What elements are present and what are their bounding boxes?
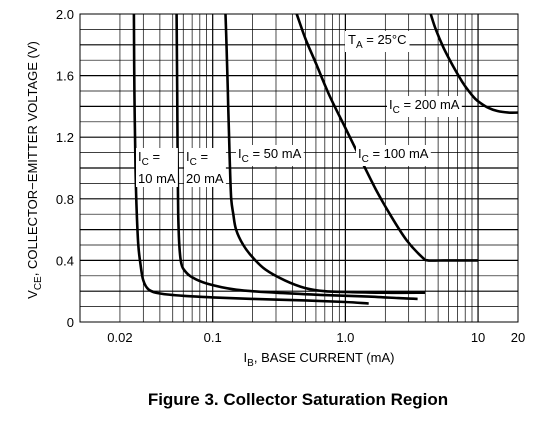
series-label-200ma: IC = 200 mA	[387, 96, 462, 117]
label-backing	[387, 96, 462, 117]
curve-ic-10ma	[132, 13, 369, 305]
temperature-label: TA = 25°C	[348, 32, 407, 51]
label-backing	[345, 31, 410, 52]
curve-ic-50ma	[224, 13, 426, 295]
plot-frame	[79, 13, 519, 323]
curve-ic-200ma	[429, 13, 519, 114]
series-label-20ma: IC = 20 mA	[184, 148, 226, 187]
series-label-line: 10 mA	[138, 171, 176, 186]
temperature-annotation: TA = 25°C	[345, 31, 410, 52]
series-label-line: IC = 200 mA	[389, 97, 460, 116]
label-backing	[136, 148, 178, 187]
series-label-line: 20 mA	[186, 171, 224, 186]
y-tick-label: 0	[67, 315, 74, 330]
series-label-line: IC = 50 mA	[238, 146, 302, 165]
series-labels: IC = 10 mA IC = 20 mA IC = 50 mA IC = 100 mA I…	[136, 96, 462, 187]
y-tick-label: 1.2	[56, 130, 74, 145]
data-curves	[132, 13, 519, 305]
x-tick-label: 10	[471, 330, 485, 345]
y-tick-label: 0.4	[56, 253, 74, 268]
y-axis-title: VCE, COLLECTOR−EMITTER VOLTAGE (V)	[25, 41, 44, 299]
y-tick-label: 0.8	[56, 192, 74, 207]
axis-titles: IB, BASE CURRENT (mA) VCE, COLLECTOR−EMIT…	[25, 41, 394, 369]
tick-labels: 0.02 0.1 1.0 10 20 0 0.4 0.8 1.2 1.6 2.0	[56, 7, 525, 345]
y-tick-label: 2.0	[56, 7, 74, 22]
series-label-10ma: IC = 10 mA	[136, 148, 178, 187]
x-tick-label: 0.02	[107, 330, 132, 345]
x-axis-title: IB, BASE CURRENT (mA)	[244, 350, 395, 369]
x-tick-label: 20	[511, 330, 525, 345]
x-tick-label: 1.0	[336, 330, 354, 345]
y-tick-label: 1.6	[56, 69, 74, 84]
label-backing	[236, 145, 304, 166]
series-label-50ma: IC = 50 mA	[236, 145, 304, 166]
series-label-line: IC = 100 mA	[358, 146, 429, 165]
figure-caption: Figure 3. Collector Saturation Region	[148, 390, 448, 409]
x-tick-label: 0.1	[204, 330, 222, 345]
series-label-line: IC =	[186, 149, 208, 168]
label-backing	[356, 145, 431, 166]
series-label-100ma: IC = 100 mA	[356, 145, 431, 166]
label-backing	[184, 148, 226, 187]
series-label-line: IC =	[138, 149, 160, 168]
curve-ic-100ma	[295, 13, 479, 262]
